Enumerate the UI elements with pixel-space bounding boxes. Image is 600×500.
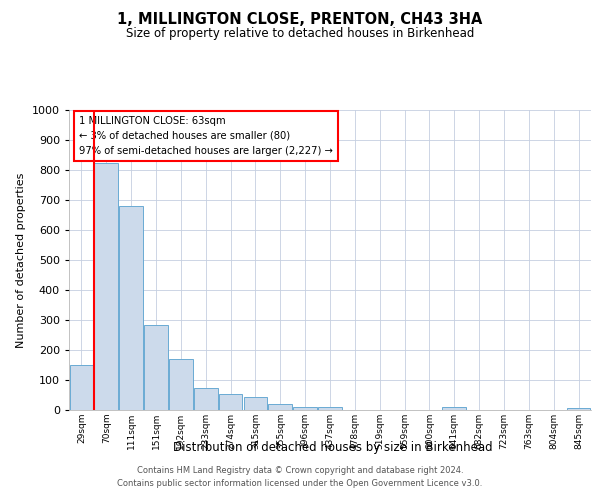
Bar xyxy=(567,408,590,410)
Bar xyxy=(244,397,267,410)
Bar xyxy=(70,365,93,410)
Text: Contains HM Land Registry data © Crown copyright and database right 2024.
Contai: Contains HM Land Registry data © Crown c… xyxy=(118,466,482,487)
Bar xyxy=(293,407,317,410)
Bar xyxy=(94,162,118,410)
Text: 1, MILLINGTON CLOSE, PRENTON, CH43 3HA: 1, MILLINGTON CLOSE, PRENTON, CH43 3HA xyxy=(118,12,482,28)
Text: 1 MILLINGTON CLOSE: 63sqm
← 3% of detached houses are smaller (80)
97% of semi-d: 1 MILLINGTON CLOSE: 63sqm ← 3% of detach… xyxy=(79,116,334,156)
Bar xyxy=(169,359,193,410)
Bar xyxy=(119,206,143,410)
Y-axis label: Number of detached properties: Number of detached properties xyxy=(16,172,26,348)
Bar xyxy=(318,407,342,410)
Text: Distribution of detached houses by size in Birkenhead: Distribution of detached houses by size … xyxy=(173,441,493,454)
Bar xyxy=(268,404,292,410)
Bar xyxy=(442,407,466,410)
Bar xyxy=(144,324,168,410)
Bar xyxy=(194,388,218,410)
Text: Size of property relative to detached houses in Birkenhead: Size of property relative to detached ho… xyxy=(126,28,474,40)
Bar xyxy=(219,394,242,410)
